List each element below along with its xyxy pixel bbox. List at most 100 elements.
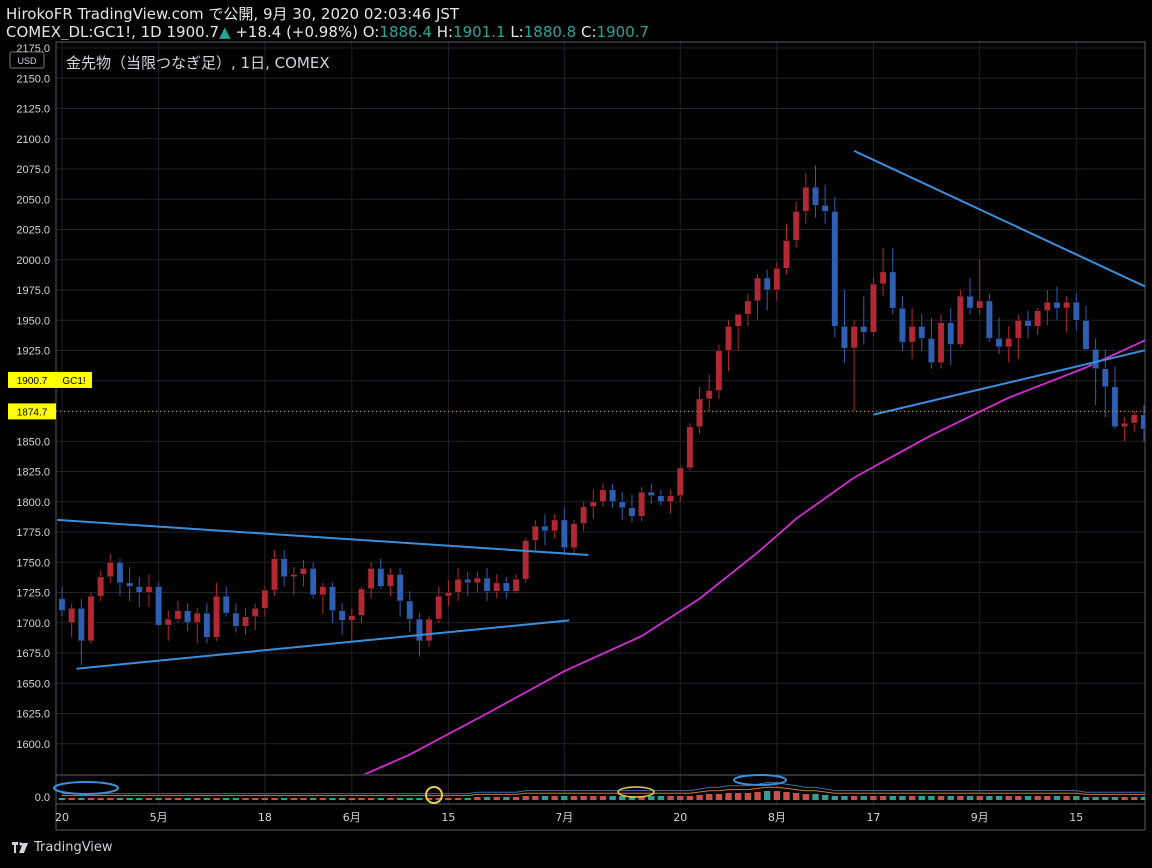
volume-bar [773,791,781,800]
plot-frame [55,41,1146,831]
volume-bar [870,796,877,800]
x-tick-label: 6月 [343,811,361,824]
high-label: H: [436,23,454,41]
candle-up [782,240,790,269]
volume-bar [570,796,578,800]
volume-histogram [58,782,1145,800]
volume-bar [657,796,665,800]
volume-bar [609,796,616,800]
candle-up [715,350,723,391]
tradingview-logo-icon [12,841,28,854]
volume-ma-line [62,782,1145,795]
candle-down [966,295,974,309]
candle-down [415,618,423,642]
volume-bar [445,798,452,800]
candle-down [618,501,626,509]
candle-down [628,507,636,517]
trendline-upper-left [57,518,589,557]
candle-up [454,578,462,593]
candle-up [213,595,221,638]
close-value: 1900.7 [596,23,650,41]
candle-down [927,338,935,363]
volume-bar [590,796,597,800]
volume-bar [165,798,172,800]
candle-up [1043,301,1051,311]
candles [58,165,1145,666]
volume-zero-label: 0.0 [35,792,50,804]
x-tick-label: 20 [55,811,69,824]
candle-down [116,561,124,584]
low-label: L: [510,23,524,41]
blue-ellipse-left [53,781,119,795]
candle-up [551,519,559,532]
y-tick-label: 1950.0 [16,315,50,327]
candle-down [1053,301,1061,309]
candle-up [97,576,105,597]
candle-down [406,600,414,620]
volume-bar [126,798,133,800]
volume-bar [1140,797,1145,800]
publish-line: HirokoFR TradingView.com で公開, 9月 30, 202… [6,5,460,23]
candle-up [599,489,607,503]
candle-down [338,610,346,621]
volume-bar [715,794,723,800]
candle-up [512,578,520,592]
candle-up [705,390,713,400]
currency-label: USD [17,56,37,66]
volume-bar [387,798,394,800]
candle-up [193,612,201,624]
chart-title: 金先物（当限つなぎ足）, 1日, COMEX [66,54,330,72]
volume-bar [957,796,964,800]
volume-bar [252,798,259,800]
candle-up [1005,338,1013,348]
trendlines[interactable] [57,149,1152,670]
candle-down [831,211,839,327]
volume-bar [1073,796,1080,800]
volume-bar [97,798,104,800]
candle-up [251,607,259,618]
volume-bar [561,796,568,800]
volume-bar [435,798,442,800]
volume-bar [812,794,819,800]
volume-bar [107,798,114,800]
chart-background [0,40,1152,830]
candle-up [734,313,742,327]
volume-bar [358,798,365,800]
candle-up [869,283,877,333]
candle-up [435,595,443,620]
candle-down [126,582,134,587]
price-axis[interactable]: 1600.0 1625.0 1650.0 1675.0 1700.0 1725.0 1750… [16,43,50,804]
volume-bar [821,795,829,800]
volume-bar [136,798,143,800]
volume-bar [1082,797,1090,800]
volume-bar [1063,796,1070,800]
footer-brand[interactable]: TradingView [12,840,113,855]
volume-bar [184,798,191,800]
volume-bar [1111,797,1119,800]
volume-bar [290,798,298,800]
footer-brand-text: TradingView [34,840,113,855]
y-tick-label: 2150.0 [16,73,50,85]
candle-up [87,595,95,642]
price-label-value: 1874.7 [17,407,48,418]
candle-down [280,558,288,578]
volume-bar [1034,796,1041,800]
price-label-box [8,371,56,388]
volume-bar [706,794,713,800]
volume-bar [1005,796,1012,800]
volume-bar [377,798,384,800]
candle-up [676,467,684,497]
volume-bar [348,798,355,800]
candle-down [657,495,665,503]
time-axis[interactable]: 205月186月157月208月179月1510月 [55,811,1152,824]
volume-bar [937,796,945,800]
volume-bar [744,793,752,800]
trendline-triangle-bottom [873,349,1145,416]
volume-bar [1121,797,1128,800]
volume-bar [966,796,974,800]
volume-bar [194,798,201,800]
close-label: C: [581,23,597,41]
candle-down [947,322,955,345]
